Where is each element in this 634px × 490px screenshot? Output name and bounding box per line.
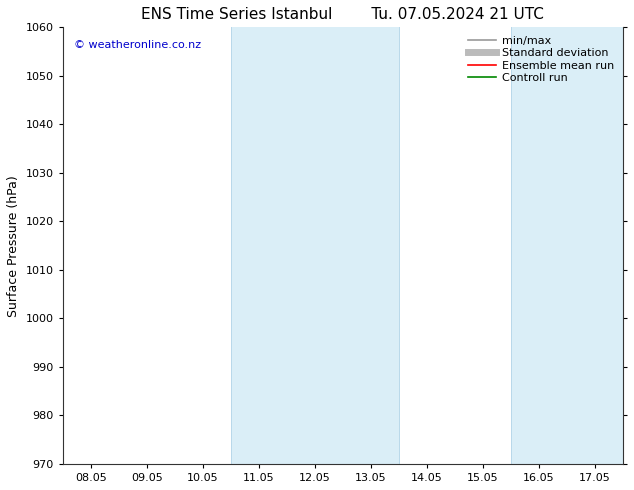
Text: © weatheronline.co.nz: © weatheronline.co.nz [74, 40, 201, 50]
Bar [231, 27, 399, 464]
Title: ENS Time Series Istanbul        Tu. 07.05.2024 21 UTC: ENS Time Series Istanbul Tu. 07.05.2024 … [141, 7, 544, 22]
Legend: min/max, Standard deviation, Ensemble mean run, Controll run: min/max, Standard deviation, Ensemble me… [465, 33, 618, 86]
Bar [511, 27, 623, 464]
Y-axis label: Surface Pressure (hPa): Surface Pressure (hPa) [7, 175, 20, 317]
